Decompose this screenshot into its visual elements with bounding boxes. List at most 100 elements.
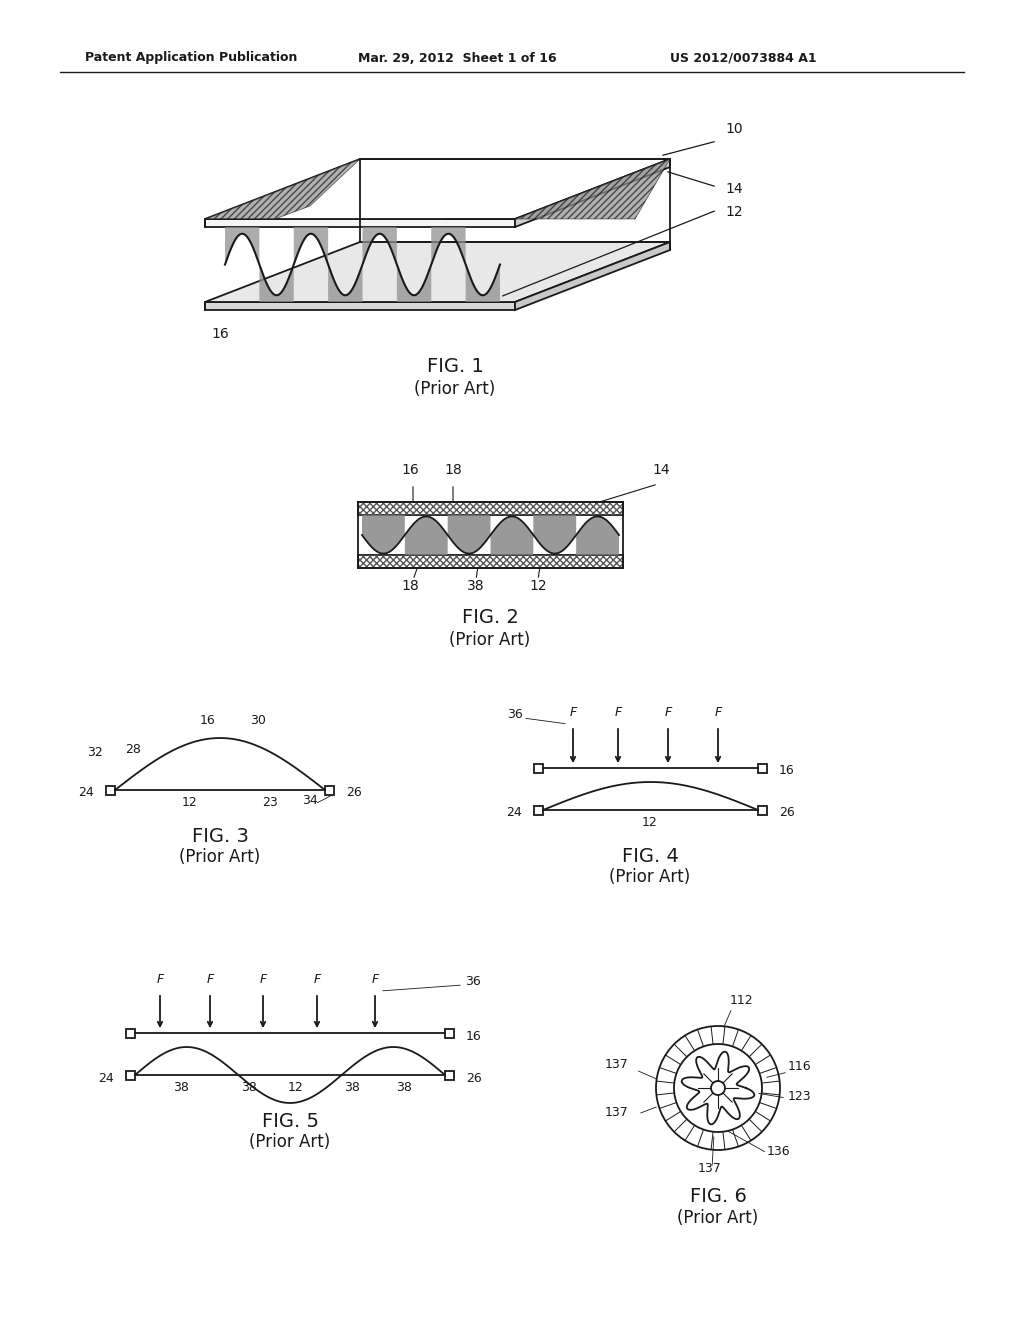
- Text: (Prior Art): (Prior Art): [450, 631, 530, 649]
- Bar: [358, 554, 623, 568]
- Text: 18: 18: [401, 579, 419, 593]
- Text: (Prior Art): (Prior Art): [609, 869, 690, 886]
- Text: 136: 136: [767, 1144, 791, 1158]
- Polygon shape: [490, 516, 534, 554]
- Text: 26: 26: [346, 787, 361, 800]
- Polygon shape: [328, 264, 362, 302]
- Polygon shape: [515, 242, 670, 310]
- Text: 26: 26: [779, 807, 795, 820]
- Bar: [445, 1030, 454, 1038]
- Text: 34: 34: [302, 795, 317, 807]
- Text: 137: 137: [604, 1059, 628, 1071]
- Text: 24: 24: [78, 787, 94, 800]
- Bar: [358, 502, 623, 568]
- Bar: [445, 1071, 454, 1080]
- Bar: [758, 807, 767, 814]
- Polygon shape: [404, 516, 447, 554]
- Polygon shape: [225, 227, 259, 264]
- Bar: [126, 1030, 135, 1038]
- Text: FIG. 5: FIG. 5: [261, 1111, 318, 1131]
- Text: F: F: [715, 706, 722, 719]
- Text: 10: 10: [725, 121, 742, 136]
- Text: 12: 12: [642, 816, 657, 829]
- Polygon shape: [259, 264, 294, 302]
- Text: F: F: [372, 973, 379, 986]
- Text: FIG. 2: FIG. 2: [462, 609, 518, 627]
- Bar: [758, 764, 767, 774]
- Text: 116: 116: [788, 1060, 812, 1073]
- Text: (Prior Art): (Prior Art): [250, 1133, 331, 1151]
- Polygon shape: [205, 158, 360, 219]
- Polygon shape: [447, 515, 490, 553]
- Text: 24: 24: [98, 1072, 114, 1085]
- Text: 16: 16: [779, 764, 795, 777]
- Text: 12: 12: [182, 796, 198, 809]
- Polygon shape: [362, 227, 397, 264]
- Text: F: F: [207, 973, 214, 986]
- Text: 38: 38: [395, 1081, 412, 1094]
- Text: (Prior Art): (Prior Art): [179, 847, 261, 866]
- Text: 16: 16: [401, 463, 419, 477]
- Text: Patent Application Publication: Patent Application Publication: [85, 51, 297, 65]
- Text: 12: 12: [725, 205, 742, 219]
- Text: 123: 123: [788, 1090, 812, 1104]
- Text: Mar. 29, 2012  Sheet 1 of 16: Mar. 29, 2012 Sheet 1 of 16: [358, 51, 557, 65]
- Text: F: F: [259, 973, 266, 986]
- Text: 23: 23: [262, 796, 278, 809]
- Text: 112: 112: [730, 994, 754, 1007]
- Text: (Prior Art): (Prior Art): [415, 380, 496, 399]
- Text: FIG. 4: FIG. 4: [622, 847, 679, 866]
- Text: 137: 137: [604, 1106, 628, 1119]
- Text: 38: 38: [241, 1081, 257, 1094]
- Text: 12: 12: [288, 1081, 303, 1094]
- Polygon shape: [466, 264, 500, 302]
- Text: F: F: [313, 973, 321, 986]
- Text: 30: 30: [250, 714, 266, 727]
- Text: 36: 36: [465, 975, 480, 987]
- Polygon shape: [205, 242, 670, 302]
- Text: 16: 16: [200, 714, 216, 727]
- Text: 18: 18: [444, 463, 462, 477]
- Text: F: F: [614, 706, 622, 719]
- Bar: [358, 502, 623, 515]
- Text: 24: 24: [506, 807, 522, 820]
- Polygon shape: [397, 264, 431, 302]
- Text: 16: 16: [211, 327, 229, 341]
- Bar: [325, 785, 334, 795]
- Bar: [106, 785, 115, 795]
- Polygon shape: [205, 219, 515, 227]
- Text: US 2012/0073884 A1: US 2012/0073884 A1: [670, 51, 816, 65]
- Polygon shape: [515, 158, 670, 227]
- Text: FIG. 1: FIG. 1: [427, 356, 483, 376]
- Polygon shape: [431, 227, 466, 264]
- Text: 38: 38: [173, 1081, 189, 1094]
- Text: F: F: [665, 706, 672, 719]
- Bar: [534, 764, 543, 774]
- Bar: [358, 502, 623, 515]
- Polygon shape: [205, 158, 670, 219]
- Polygon shape: [534, 515, 577, 553]
- Text: 12: 12: [529, 579, 547, 593]
- Text: 38: 38: [344, 1081, 360, 1094]
- Text: (Prior Art): (Prior Art): [677, 1209, 759, 1228]
- Text: 137: 137: [698, 1162, 722, 1175]
- Polygon shape: [294, 227, 328, 264]
- Polygon shape: [445, 158, 670, 219]
- Bar: [534, 807, 543, 814]
- Bar: [358, 554, 623, 568]
- Text: FIG. 3: FIG. 3: [191, 828, 249, 846]
- Text: FIG. 6: FIG. 6: [689, 1187, 746, 1206]
- Polygon shape: [362, 515, 404, 553]
- Bar: [126, 1071, 135, 1080]
- Polygon shape: [577, 516, 618, 554]
- Polygon shape: [205, 302, 515, 310]
- Text: 32: 32: [87, 746, 103, 759]
- Text: 14: 14: [652, 463, 670, 477]
- Text: 14: 14: [725, 182, 742, 195]
- Text: F: F: [569, 706, 577, 719]
- Text: 28: 28: [125, 743, 141, 756]
- Text: F: F: [157, 973, 164, 986]
- Text: 36: 36: [507, 708, 523, 721]
- Text: 16: 16: [466, 1030, 481, 1043]
- Text: 26: 26: [466, 1072, 481, 1085]
